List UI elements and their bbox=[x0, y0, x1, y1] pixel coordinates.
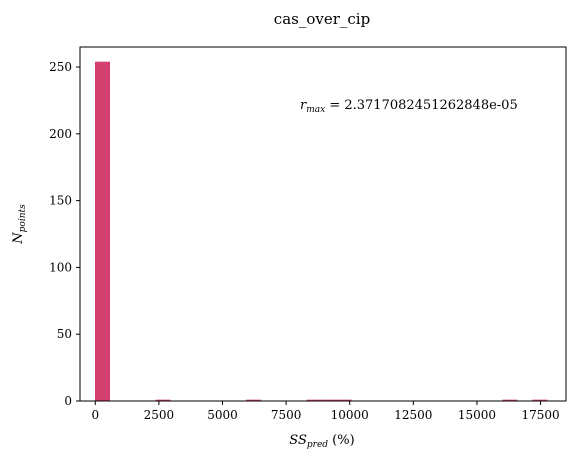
x-tick-label: 12500 bbox=[394, 408, 432, 422]
x-tick-label: 5000 bbox=[207, 408, 238, 422]
x-tick-label: 2500 bbox=[144, 408, 175, 422]
histogram-bar-0 bbox=[95, 61, 111, 402]
y-tick-label: 150 bbox=[49, 194, 72, 208]
y-axis-label-sub: points bbox=[18, 204, 28, 232]
histogram-bar-2 bbox=[246, 399, 262, 401]
y-axis-label: Npoints bbox=[11, 204, 28, 245]
x-tick-label: 0 bbox=[91, 408, 99, 422]
rmax-annotation-main: r bbox=[300, 98, 307, 113]
x-axis-label-sub: pred bbox=[307, 440, 328, 450]
x-axis-ticks: 0 2500 5000 7500 10000 12500 15000 17500 bbox=[91, 401, 560, 422]
x-axis-label: SSpred (%) bbox=[289, 433, 354, 450]
y-tick-label: 250 bbox=[49, 60, 72, 74]
y-axis-label-main: N bbox=[11, 232, 26, 245]
x-tick-label: 17500 bbox=[521, 408, 559, 422]
y-tick-label: 50 bbox=[57, 327, 72, 341]
x-axis-label-suffix: (%) bbox=[328, 433, 355, 448]
rmax-annotation-sub: max bbox=[306, 105, 325, 115]
chart-title: cas_over_cip bbox=[274, 10, 370, 28]
bars-group bbox=[95, 61, 548, 402]
histogram-bar-3 bbox=[306, 399, 322, 401]
y-tick-label: 200 bbox=[49, 127, 72, 141]
histogram-bar-7 bbox=[532, 399, 548, 401]
x-axis-label-main: SS bbox=[289, 433, 307, 448]
plot-frame bbox=[79, 46, 567, 402]
x-tick-label: 10000 bbox=[331, 408, 369, 422]
y-tick-label: 100 bbox=[49, 260, 72, 274]
histogram-bar-4 bbox=[321, 399, 337, 401]
y-tick-label: 0 bbox=[64, 394, 72, 408]
y-axis-ticks: 0 50 100 150 200 250 bbox=[49, 60, 80, 408]
rmax-annotation-value: = 2.3717082451262848e-05 bbox=[325, 98, 518, 113]
x-tick-label: 15000 bbox=[458, 408, 496, 422]
histogram-bar-1 bbox=[155, 399, 171, 401]
rmax-annotation: rmax = 2.3717082451262848e-05 bbox=[300, 98, 518, 115]
x-tick-label: 7500 bbox=[271, 408, 302, 422]
histogram-bar-5 bbox=[336, 399, 352, 401]
histogram-bar-6 bbox=[502, 399, 518, 401]
